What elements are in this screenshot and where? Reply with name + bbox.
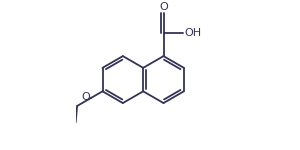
Text: OH: OH — [184, 28, 202, 38]
Text: O: O — [159, 2, 168, 12]
Text: O: O — [82, 92, 90, 102]
